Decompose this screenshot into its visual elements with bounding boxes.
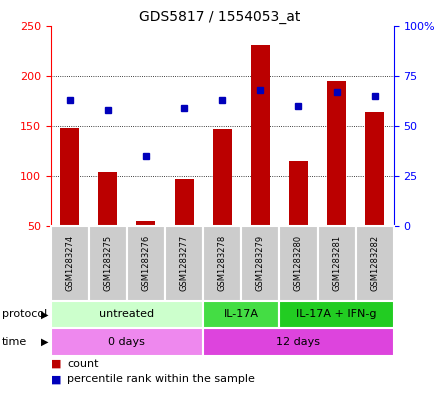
Text: GSM1283274: GSM1283274 [65, 235, 74, 291]
Text: percentile rank within the sample: percentile rank within the sample [67, 374, 255, 384]
Text: GSM1283275: GSM1283275 [103, 235, 112, 291]
Bar [241, 226, 279, 301]
Text: GSM1283281: GSM1283281 [332, 235, 341, 291]
Bar [165, 226, 203, 301]
Bar [327, 81, 346, 226]
Text: 12 days: 12 days [276, 337, 320, 347]
Bar [203, 301, 279, 328]
Bar [251, 44, 270, 226]
Text: count: count [67, 358, 99, 369]
Text: ▶: ▶ [41, 309, 48, 320]
Text: GSM1283278: GSM1283278 [218, 235, 227, 292]
Bar [60, 128, 79, 226]
Text: GSM1283282: GSM1283282 [370, 235, 379, 291]
Text: GSM1283276: GSM1283276 [141, 235, 150, 292]
Text: protocol: protocol [2, 309, 48, 320]
Bar [89, 226, 127, 301]
Bar [98, 172, 117, 226]
Bar [136, 221, 155, 226]
Bar [318, 226, 356, 301]
Bar [289, 161, 308, 226]
Bar [51, 226, 89, 301]
Bar [175, 179, 194, 226]
Text: ■: ■ [51, 358, 61, 369]
Bar [51, 328, 203, 356]
Bar [203, 328, 394, 356]
Bar [356, 226, 394, 301]
Text: GSM1283277: GSM1283277 [180, 235, 189, 292]
Bar [127, 226, 165, 301]
Text: GSM1283279: GSM1283279 [256, 235, 265, 291]
Bar [213, 129, 232, 226]
Text: IL-17A: IL-17A [224, 309, 259, 320]
Text: untreated: untreated [99, 309, 154, 320]
Text: GDS5817 / 1554053_at: GDS5817 / 1554053_at [139, 10, 301, 24]
Text: 0 days: 0 days [108, 337, 145, 347]
Text: GSM1283280: GSM1283280 [294, 235, 303, 291]
Text: time: time [2, 337, 27, 347]
Bar [365, 112, 384, 226]
Bar [51, 301, 203, 328]
Text: IL-17A + IFN-g: IL-17A + IFN-g [297, 309, 377, 320]
Bar [279, 226, 318, 301]
Text: ▶: ▶ [41, 337, 48, 347]
Bar [203, 226, 241, 301]
Bar [279, 301, 394, 328]
Text: ■: ■ [51, 374, 61, 384]
